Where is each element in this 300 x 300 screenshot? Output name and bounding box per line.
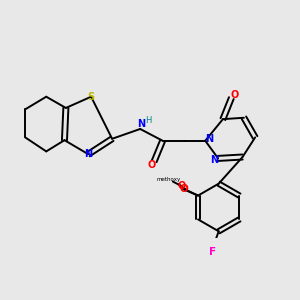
Text: N: N [84, 149, 92, 159]
Text: methoxy: methoxy [157, 177, 181, 182]
Text: N: N [137, 119, 146, 129]
Text: O: O [180, 184, 188, 194]
Text: O: O [178, 181, 186, 191]
Text: H: H [145, 116, 151, 125]
Text: O: O [230, 90, 238, 100]
Text: S: S [88, 92, 95, 102]
Text: N: N [210, 155, 218, 165]
Text: N: N [206, 134, 214, 143]
Text: O: O [147, 160, 155, 170]
Text: F: F [209, 247, 216, 256]
